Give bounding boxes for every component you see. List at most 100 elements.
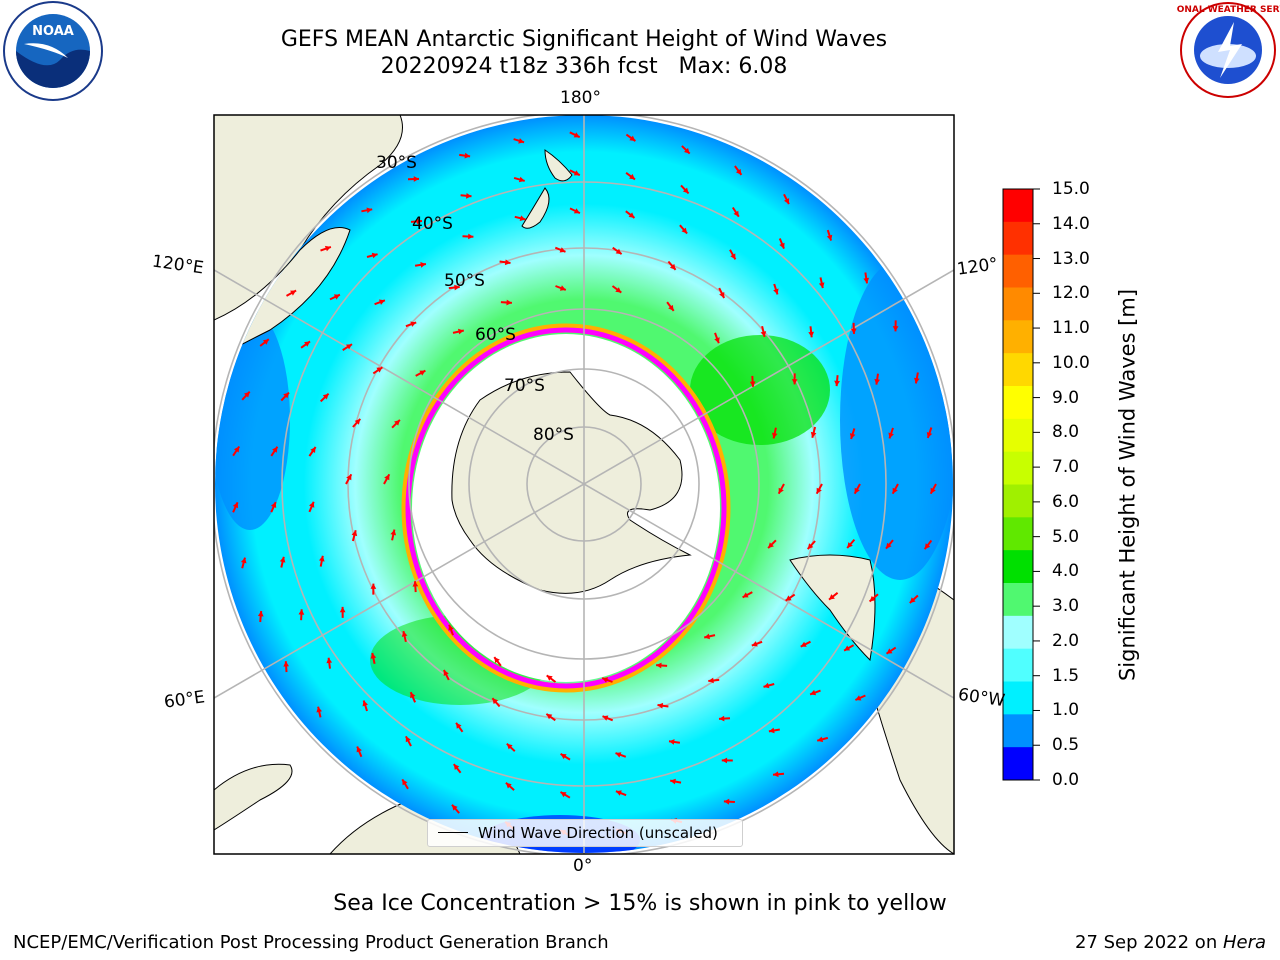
wave-arrow-head [376,367,383,373]
colorbar-segment [1003,254,1033,288]
wave-arrow-head [628,212,635,218]
colorbar-segment [1003,747,1033,781]
wave-arrow-head [443,670,449,676]
footer-host: Hera [1222,932,1266,953]
wave-arrow-head [779,242,785,249]
wave-arrow-head [468,233,474,240]
wave-arrow-head [669,739,675,745]
colorbar-segment [1003,583,1033,617]
wave-arrow-head [506,299,512,306]
wave-arrow-head [763,682,770,689]
wave-arrow-head [505,782,512,789]
colorbar-tick-label: 1.0 [1052,700,1080,721]
wave-arrow-head [412,581,419,587]
wave-arrow-head [283,661,289,667]
colorbar-segment [1003,287,1033,321]
wave-arrow-head [807,543,814,550]
wave-arrow-head [370,653,377,659]
colorbar-segment [1003,221,1033,256]
wave-arrow-head [924,543,931,550]
colorbar-segment [1003,320,1033,354]
wave-arrow-head [844,645,851,651]
wave-arrow-head [869,595,876,602]
lat-label-30s: 30°S [376,153,417,173]
wave-arrow-head [615,790,622,796]
wave-arrow-head [656,662,662,669]
legend-label: Wind Wave Direction (unscaled) [478,824,718,842]
wave-arrow-head [730,253,736,260]
wave-arrow-head [283,392,289,399]
wave-arrow-head [240,557,247,564]
colorbar-segment [1003,681,1033,715]
colorbar-segment [1003,418,1033,453]
wave-arrow-head [768,542,774,549]
wave-arrow-head [458,328,464,335]
nws-logo: NATIONAL WEATHER SERVICE [1176,2,1280,98]
wave-arrow-head [298,609,305,615]
wave-arrow-head [704,633,710,640]
colorbar-tick-label: 9.0 [1052,387,1080,408]
wave-arrow-head [826,234,833,241]
wave-arrow-head [682,187,689,194]
wave-arrow-head [719,715,725,722]
wave-arrow-head [370,583,377,589]
wave-arrow-head [356,746,362,753]
wave-arrow-head [669,263,676,270]
wave-arrow-head [546,675,553,681]
lat-label-40s: 40°S [412,214,453,234]
lon-label-180: 180° [560,88,601,108]
wave-arrow-head [773,771,779,778]
wave-arrow-head [519,215,526,221]
colorbar-tick-label: 5.0 [1052,526,1080,547]
wave-arrow-head [506,743,513,750]
wave-arrow-head [629,173,635,180]
wave-arrow-head [390,529,397,536]
lat-label-50s: 50°S [444,271,485,291]
lat-label-80s: 80°S [533,425,574,445]
colorbar-tick-label: 1.5 [1052,665,1080,686]
wave-arrow-head [233,446,240,453]
wave-arrow-head [494,657,500,664]
wave-arrow-head [257,611,264,617]
wave-arrow-head [560,792,567,798]
wave-arrow-head [771,432,778,439]
colorbar-segment [1003,714,1033,748]
wave-arrow-head [733,210,739,217]
wave-arrow-head [309,501,315,508]
wave-arrow-head [888,432,894,439]
wave-arrow-head [615,287,622,293]
wave-arrow-head [573,170,580,176]
wave-arrow-head [863,277,870,284]
wave-arrow-head [559,285,566,291]
wave-arrow-head [681,227,688,234]
wave-arrow-head [454,284,460,291]
nws-logo-text: NATIONAL WEATHER SERVICE [1176,5,1280,15]
colorbar-tick-label: 12.0 [1052,283,1090,304]
wave-arrow-head [279,556,286,563]
wave-arrow-head [629,135,636,141]
wave-arrow-head [855,695,862,701]
wave-arrow-head [800,641,807,647]
colorbar-tick-label: 6.0 [1052,491,1080,512]
wave-arrow-head [492,698,499,705]
wave-arrow-head [778,487,784,494]
wave-arrow-head [244,391,250,398]
wave-arrow-head [784,198,790,205]
wave-arrow-head [749,381,756,387]
colorbar-tick-label: 13.0 [1052,248,1090,269]
wave-arrow-head [914,377,920,384]
wave-arrow-head [742,592,749,598]
colorbar-segment [1003,386,1033,420]
wave-direction-arrows [232,131,937,837]
wave-arrow-head [448,624,454,631]
colorbar-segment [1003,484,1033,518]
wave-arrow-head [410,321,417,327]
wave-arrow-head [419,370,426,376]
wave-arrow-head [453,764,460,770]
wave-arrow-head [333,294,340,300]
wave-arrow-head [892,487,898,494]
footer-date: 27 Sep 2022 on Hera [1075,932,1266,953]
wave-arrow-head [354,418,361,425]
wave-arrow-head [518,138,525,144]
